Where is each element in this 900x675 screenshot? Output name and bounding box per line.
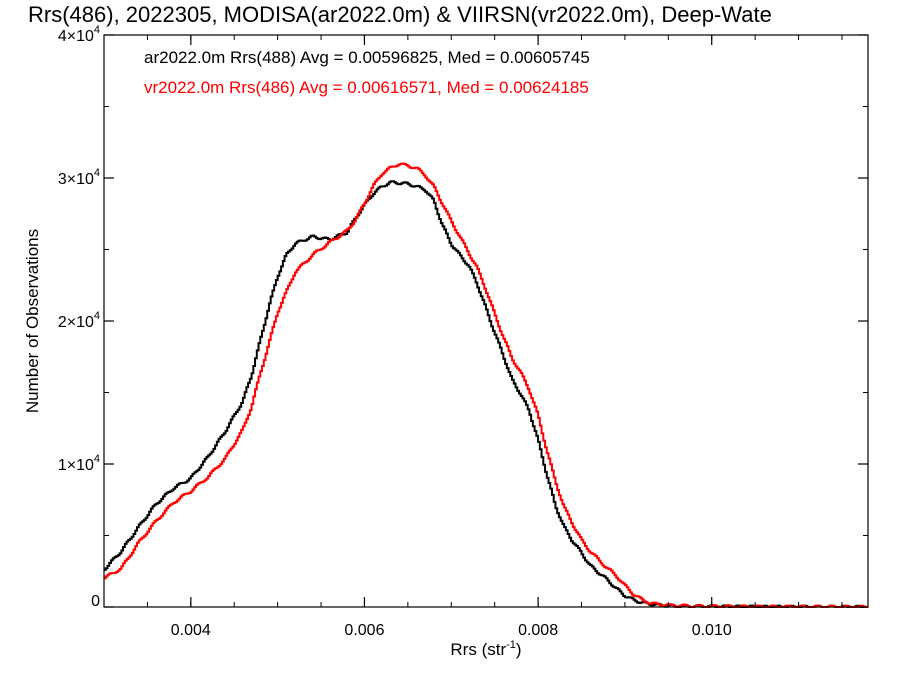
x-tick-label-1: 0.006 (344, 622, 384, 639)
y-tick-label-3: 3×104 (58, 167, 100, 188)
legend-entry-modis: ar2022.0m Rrs(488) Avg = 0.00596825, Med… (144, 48, 590, 67)
x-tick-label-2: 0.008 (518, 622, 558, 639)
axis-layer: 0.004 0.006 0.008 0.010 0 1×104 2×104 3×104 4×10… (58, 24, 868, 639)
chart-title: Rrs(486), 2022305, MODISA(ar2022.0m) & V… (28, 2, 772, 27)
x-tick-label-0: 0.004 (171, 622, 211, 639)
y-tick-label-4: 4×104 (58, 24, 100, 45)
x-axis-label-sup: -1 (506, 639, 516, 651)
x-axis-label-close: ) (516, 640, 522, 659)
y-tick-label-1: 1×104 (58, 453, 100, 474)
y-axis-label: Number of Observations (23, 229, 42, 413)
y-tick-label-2: 2×104 (58, 310, 100, 331)
x-axis-label: Rrs (str-1) (450, 639, 521, 659)
x-tick-label-3: 0.010 (692, 622, 732, 639)
y-tick-label-0: 0 (91, 593, 100, 610)
legend-entry-viirs: vr2022.0m Rrs(486) Avg = 0.00616571, Med… (144, 78, 589, 97)
x-axis-label-main: Rrs (str (450, 640, 506, 659)
